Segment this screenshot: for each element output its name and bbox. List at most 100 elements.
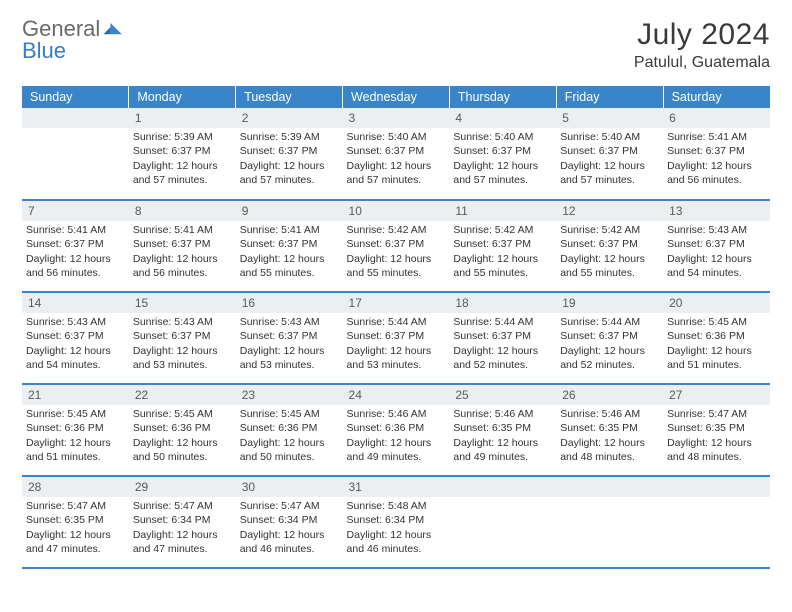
sunrise-line: Sunrise: 5:40 AM [560, 130, 659, 144]
day-content: Sunrise: 5:45 AMSunset: 6:36 PMDaylight:… [236, 405, 343, 468]
day-content: Sunrise: 5:40 AMSunset: 6:37 PMDaylight:… [556, 128, 663, 191]
sunset-line: Sunset: 6:36 PM [667, 329, 766, 343]
daylight-line: Daylight: 12 hours and 57 minutes. [240, 159, 339, 187]
sunrise-line: Sunrise: 5:48 AM [347, 499, 446, 513]
sunset-line: Sunset: 6:37 PM [667, 144, 766, 158]
day-content: Sunrise: 5:43 AMSunset: 6:37 PMDaylight:… [22, 313, 129, 376]
calendar-day-cell: 16Sunrise: 5:43 AMSunset: 6:37 PMDayligh… [236, 292, 343, 384]
calendar-day-cell: 4Sunrise: 5:40 AMSunset: 6:37 PMDaylight… [449, 108, 556, 200]
day-number: 2 [236, 108, 343, 128]
sunset-line: Sunset: 6:34 PM [133, 513, 232, 527]
day-content: Sunrise: 5:44 AMSunset: 6:37 PMDaylight:… [556, 313, 663, 376]
calendar-day-cell: 30Sunrise: 5:47 AMSunset: 6:34 PMDayligh… [236, 476, 343, 568]
sunset-line: Sunset: 6:37 PM [240, 237, 339, 251]
day-header: Saturday [663, 86, 770, 108]
daylight-line: Daylight: 12 hours and 48 minutes. [560, 436, 659, 464]
calendar-day-cell: 3Sunrise: 5:40 AMSunset: 6:37 PMDaylight… [343, 108, 450, 200]
sunset-line: Sunset: 6:36 PM [133, 421, 232, 435]
day-number: 29 [129, 477, 236, 497]
daylight-line: Daylight: 12 hours and 56 minutes. [26, 252, 125, 280]
daylight-line: Daylight: 12 hours and 55 minutes. [240, 252, 339, 280]
day-number: 7 [22, 201, 129, 221]
calendar-day-cell: 6Sunrise: 5:41 AMSunset: 6:37 PMDaylight… [663, 108, 770, 200]
daylight-line: Daylight: 12 hours and 55 minutes. [560, 252, 659, 280]
calendar-day-cell: 27Sunrise: 5:47 AMSunset: 6:35 PMDayligh… [663, 384, 770, 476]
calendar-week-row: 7Sunrise: 5:41 AMSunset: 6:37 PMDaylight… [22, 200, 770, 292]
sunrise-line: Sunrise: 5:45 AM [667, 315, 766, 329]
sunrise-line: Sunrise: 5:40 AM [347, 130, 446, 144]
daylight-line: Daylight: 12 hours and 54 minutes. [667, 252, 766, 280]
daylight-line: Daylight: 12 hours and 49 minutes. [347, 436, 446, 464]
sunset-line: Sunset: 6:37 PM [347, 144, 446, 158]
sunset-line: Sunset: 6:34 PM [347, 513, 446, 527]
day-content: Sunrise: 5:48 AMSunset: 6:34 PMDaylight:… [343, 497, 450, 560]
title-block: July 2024 Patulul, Guatemala [634, 18, 770, 72]
day-content: Sunrise: 5:43 AMSunset: 6:37 PMDaylight:… [663, 221, 770, 284]
sunrise-line: Sunrise: 5:44 AM [560, 315, 659, 329]
day-number: 26 [556, 385, 663, 405]
day-content: Sunrise: 5:47 AMSunset: 6:34 PMDaylight:… [129, 497, 236, 560]
calendar-day-cell: 21Sunrise: 5:45 AMSunset: 6:36 PMDayligh… [22, 384, 129, 476]
sunrise-line: Sunrise: 5:46 AM [453, 407, 552, 421]
sunset-line: Sunset: 6:35 PM [26, 513, 125, 527]
calendar-table: Sunday Monday Tuesday Wednesday Thursday… [22, 86, 770, 569]
day-number: 3 [343, 108, 450, 128]
sunset-line: Sunset: 6:37 PM [453, 144, 552, 158]
logo-mark-icon [102, 18, 123, 40]
sunset-line: Sunset: 6:37 PM [453, 329, 552, 343]
calendar-day-cell: 10Sunrise: 5:42 AMSunset: 6:37 PMDayligh… [343, 200, 450, 292]
day-number: 20 [663, 293, 770, 313]
sunrise-line: Sunrise: 5:41 AM [240, 223, 339, 237]
calendar-day-cell: 9Sunrise: 5:41 AMSunset: 6:37 PMDaylight… [236, 200, 343, 292]
logo-word-2: Blue [22, 38, 66, 63]
daylight-line: Daylight: 12 hours and 56 minutes. [133, 252, 232, 280]
sunrise-line: Sunrise: 5:43 AM [133, 315, 232, 329]
calendar-day-cell: 26Sunrise: 5:46 AMSunset: 6:35 PMDayligh… [556, 384, 663, 476]
sunrise-line: Sunrise: 5:39 AM [240, 130, 339, 144]
sunset-line: Sunset: 6:35 PM [560, 421, 659, 435]
calendar-week-row: 28Sunrise: 5:47 AMSunset: 6:35 PMDayligh… [22, 476, 770, 568]
daylight-line: Daylight: 12 hours and 52 minutes. [453, 344, 552, 372]
location: Patulul, Guatemala [634, 54, 770, 72]
daylight-line: Daylight: 12 hours and 51 minutes. [26, 436, 125, 464]
sunset-line: Sunset: 6:37 PM [347, 237, 446, 251]
calendar-day-cell: 12Sunrise: 5:42 AMSunset: 6:37 PMDayligh… [556, 200, 663, 292]
sunset-line: Sunset: 6:35 PM [667, 421, 766, 435]
calendar-day-cell: 17Sunrise: 5:44 AMSunset: 6:37 PMDayligh… [343, 292, 450, 384]
day-content: Sunrise: 5:41 AMSunset: 6:37 PMDaylight:… [22, 221, 129, 284]
day-number: 11 [449, 201, 556, 221]
day-number: 30 [236, 477, 343, 497]
sunrise-line: Sunrise: 5:43 AM [26, 315, 125, 329]
calendar-week-row: 21Sunrise: 5:45 AMSunset: 6:36 PMDayligh… [22, 384, 770, 476]
sunrise-line: Sunrise: 5:44 AM [453, 315, 552, 329]
calendar-day-cell: 8Sunrise: 5:41 AMSunset: 6:37 PMDaylight… [129, 200, 236, 292]
sunset-line: Sunset: 6:37 PM [560, 144, 659, 158]
day-number: 31 [343, 477, 450, 497]
sunset-line: Sunset: 6:37 PM [453, 237, 552, 251]
daylight-line: Daylight: 12 hours and 49 minutes. [453, 436, 552, 464]
daylight-line: Daylight: 12 hours and 47 minutes. [133, 528, 232, 556]
day-content: Sunrise: 5:41 AMSunset: 6:37 PMDaylight:… [663, 128, 770, 191]
day-number: 24 [343, 385, 450, 405]
day-content: Sunrise: 5:45 AMSunset: 6:36 PMDaylight:… [129, 405, 236, 468]
calendar-day-cell: 29Sunrise: 5:47 AMSunset: 6:34 PMDayligh… [129, 476, 236, 568]
sunrise-line: Sunrise: 5:39 AM [133, 130, 232, 144]
daylight-line: Daylight: 12 hours and 55 minutes. [347, 252, 446, 280]
day-number: 27 [663, 385, 770, 405]
calendar-day-cell: 23Sunrise: 5:45 AMSunset: 6:36 PMDayligh… [236, 384, 343, 476]
day-number: 23 [236, 385, 343, 405]
sunrise-line: Sunrise: 5:42 AM [453, 223, 552, 237]
day-content: Sunrise: 5:41 AMSunset: 6:37 PMDaylight:… [129, 221, 236, 284]
day-number: 22 [129, 385, 236, 405]
day-header-row: Sunday Monday Tuesday Wednesday Thursday… [22, 86, 770, 108]
day-number: 1 [129, 108, 236, 128]
calendar-day-cell: 13Sunrise: 5:43 AMSunset: 6:37 PMDayligh… [663, 200, 770, 292]
sunrise-line: Sunrise: 5:47 AM [240, 499, 339, 513]
daylight-line: Daylight: 12 hours and 51 minutes. [667, 344, 766, 372]
daylight-line: Daylight: 12 hours and 53 minutes. [347, 344, 446, 372]
day-number: 14 [22, 293, 129, 313]
calendar-day-cell: 20 Sunrise: 5:45 AMSunset: 6:36 PMDayligh… [663, 292, 770, 384]
day-header: Thursday [449, 86, 556, 108]
sunrise-line: Sunrise: 5:42 AM [347, 223, 446, 237]
day-content: Sunrise: 5:47 AMSunset: 6:35 PMDaylight:… [22, 497, 129, 560]
